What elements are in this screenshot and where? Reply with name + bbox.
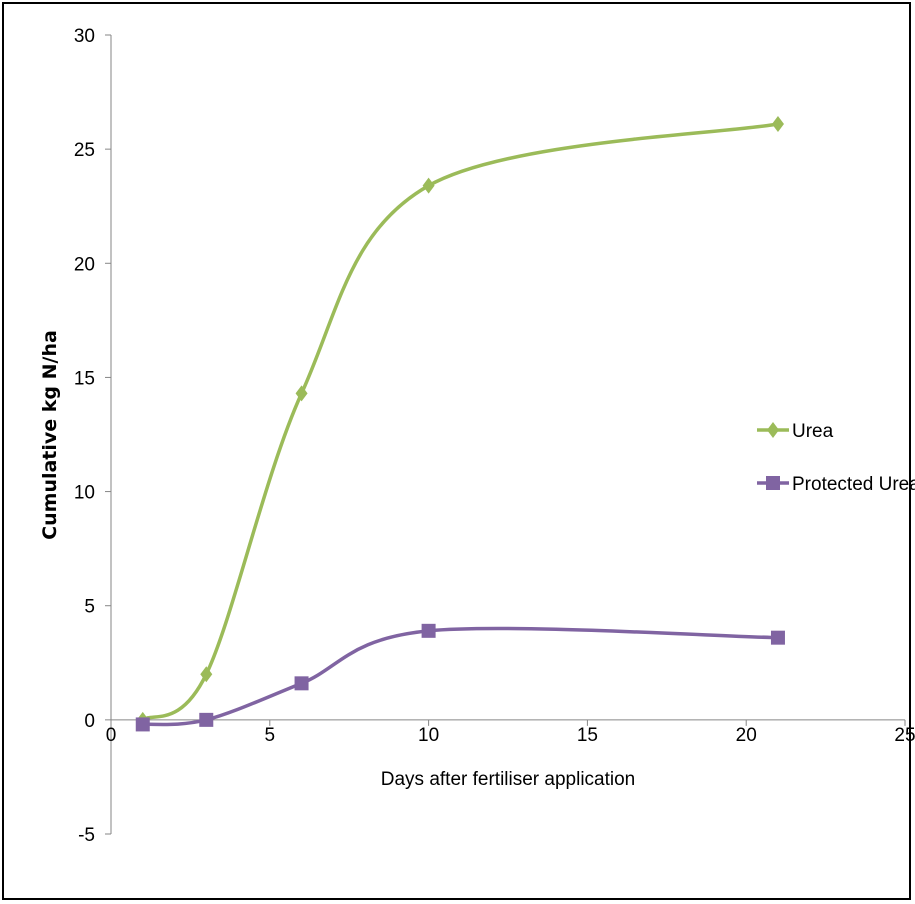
- data-point-diamond: [767, 422, 779, 438]
- series-urea: [136, 116, 784, 728]
- x-tick-label: 20: [736, 725, 757, 746]
- data-point-square: [199, 712, 214, 727]
- y-tick-label: 5: [84, 597, 95, 618]
- x-tick-label: 0: [106, 725, 117, 746]
- data-point-diamond: [422, 177, 435, 194]
- data-point-square: [770, 630, 785, 645]
- series-protected-urea: [135, 623, 785, 732]
- data-point-square: [421, 623, 436, 638]
- x-tick-label: 10: [418, 725, 439, 746]
- axes: -5 0 5 10 15 20 25 30 0 5 10 15 20 25: [74, 26, 915, 846]
- legend-item: Protected Urea: [757, 474, 915, 495]
- y-axis-title: Cumulative kg N/ha: [39, 330, 61, 540]
- x-tick-label: 15: [577, 725, 598, 746]
- y-tick-label: 0: [84, 711, 95, 732]
- y-tick-label: 25: [74, 140, 95, 161]
- data-point-square: [766, 476, 780, 490]
- y-tick-label: 30: [74, 26, 95, 47]
- series-layer: [135, 116, 785, 732]
- y-tick-label: -5: [78, 825, 95, 846]
- data-point-square: [135, 717, 150, 732]
- data-point-diamond: [200, 666, 213, 683]
- y-tick-label: 10: [74, 483, 95, 504]
- legend-item: Urea: [757, 421, 834, 442]
- x-tick-label: 25: [894, 725, 915, 746]
- data-point-diamond: [771, 116, 784, 133]
- data-point-diamond: [295, 385, 308, 402]
- legend-label: Protected Urea: [792, 474, 915, 495]
- x-tick-label: 5: [265, 725, 276, 746]
- x-axis-title: Days after fertiliser application: [381, 769, 636, 790]
- legend-label: Urea: [792, 421, 834, 442]
- series-line: [142, 626, 778, 727]
- y-tick-label: 15: [74, 368, 95, 389]
- data-point-square: [294, 676, 309, 691]
- y-tick-label: 20: [74, 254, 95, 275]
- legend: Urea Protected Urea: [757, 421, 915, 495]
